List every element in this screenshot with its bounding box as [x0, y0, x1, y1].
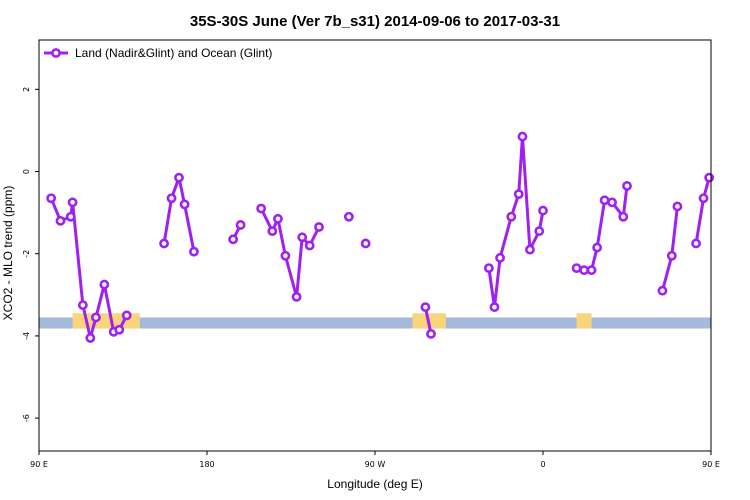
data-point-8-3 [592, 242, 603, 253]
data-point-0-0 [46, 193, 57, 204]
legend-marker [51, 48, 61, 58]
data-point-9-2 [672, 201, 683, 212]
data-point-7-8 [538, 205, 548, 216]
x-tick-label: 90 W [365, 460, 386, 469]
data-point-7-6 [525, 244, 535, 255]
axes: 90 E 180 90 W 0 90 E 2 0 -2 -4 -6 [22, 39, 720, 469]
data-point-4-0 [343, 211, 354, 222]
data-point-7-7 [534, 226, 545, 237]
data-point-3-5 [297, 232, 308, 243]
data-point-8-5 [607, 197, 617, 208]
data-point-0-3 [67, 197, 78, 208]
data-point-0-7 [99, 279, 110, 290]
data-point-2-1 [235, 220, 246, 230]
data-point-3-3 [280, 250, 291, 261]
legend: Land (Nadir&Glint) and Ocean (Glint) [44, 46, 272, 60]
data-point-6-1 [426, 328, 436, 339]
data-point-7-4 [513, 189, 524, 200]
data-point-8-6 [618, 211, 629, 222]
data-point-10-2 [704, 172, 715, 183]
series-line-segment-3 [259, 207, 321, 299]
x-tick-label: 180 [199, 460, 214, 469]
data-point-3-2 [273, 213, 283, 224]
data-point-3-0 [256, 203, 267, 214]
data-point-0-10 [121, 310, 132, 321]
legend-label: Land (Nadir&Glint) and Ocean (Glint) [75, 46, 272, 60]
plot-frame [38, 39, 712, 452]
data-point-8-2 [586, 265, 597, 276]
data-point-1-0 [159, 238, 169, 249]
x-tick-label: 0 [540, 460, 545, 469]
data-point-0-6 [91, 312, 101, 323]
x-tick-label: 90 E [702, 460, 720, 469]
x-axis-title: Longitude (deg E) [327, 477, 422, 491]
data-point-7-1 [489, 302, 500, 313]
data-point-1-2 [174, 172, 184, 183]
y-tick-label: 0 [22, 169, 31, 174]
data-point-1-1 [166, 193, 177, 204]
data-point-9-0 [657, 285, 668, 296]
land-band-3 [576, 313, 592, 329]
data-point-3-4 [291, 291, 302, 302]
y-tick-label: -4 [22, 332, 31, 340]
x-tick-label: 90 E [30, 460, 48, 469]
data-point-7-5 [517, 131, 528, 142]
series-line-segment-10 [694, 177, 711, 244]
data-point-6-0 [420, 302, 431, 313]
series-line-segment-9 [661, 206, 679, 292]
y-tick-label: -6 [22, 414, 31, 422]
data-point-5-0 [360, 238, 371, 249]
data-point-9-1 [666, 250, 677, 261]
ocean-band-0 [39, 317, 711, 329]
data-point-0-5 [85, 333, 96, 343]
data-point-10-0 [691, 238, 701, 249]
y-tick-label: -2 [22, 250, 31, 258]
series-points [46, 131, 715, 343]
data-point-3-7 [314, 222, 324, 232]
data-point-7-2 [495, 252, 505, 263]
data-point-2-0 [228, 234, 239, 245]
y-axis-title: XCO2 - MLO trend (ppm) [1, 186, 15, 321]
y-tick-label: 2 [22, 87, 31, 92]
data-point-0-1 [55, 215, 66, 226]
data-point-1-3 [179, 199, 190, 210]
data-point-3-6 [304, 240, 315, 251]
series-line-segment-7 [487, 135, 545, 309]
data-point-8-4 [599, 195, 610, 206]
data-point-3-1 [267, 226, 278, 237]
series-line-segment-1 [162, 176, 196, 252]
region-bands [39, 313, 711, 329]
data-point-1-4 [189, 246, 199, 257]
chart-title: 35S-30S June (Ver 7b_s31) 2014-09-06 to … [190, 13, 560, 30]
data-point-8-0 [571, 263, 582, 274]
data-point-0-4 [77, 300, 88, 310]
data-point-7-0 [483, 263, 494, 274]
data-point-8-1 [579, 265, 589, 276]
series-lines [49, 135, 711, 340]
data-point-0-2 [65, 211, 76, 222]
data-point-0-9 [114, 324, 125, 335]
data-point-10-1 [698, 193, 709, 204]
data-point-7-3 [506, 211, 517, 222]
data-point-8-7 [622, 181, 632, 191]
